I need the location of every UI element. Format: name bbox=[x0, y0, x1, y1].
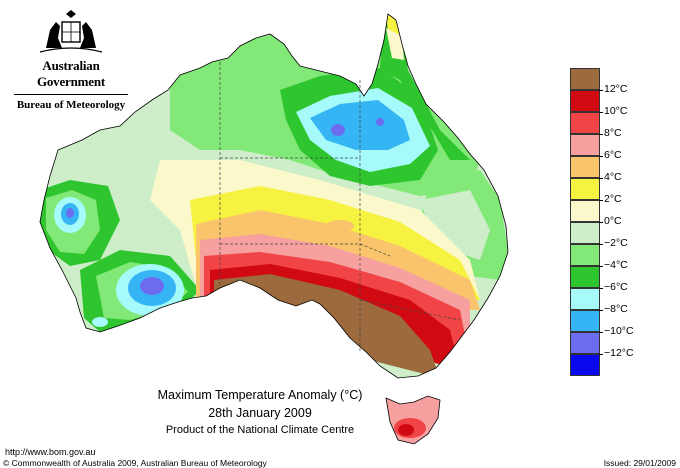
legend-label: −4°C bbox=[604, 259, 628, 271]
state-borders bbox=[219, 62, 461, 352]
legend-tick bbox=[599, 332, 603, 333]
legend-label: 12°C bbox=[604, 83, 628, 95]
legend-tick bbox=[599, 310, 603, 311]
legend-tick bbox=[599, 288, 603, 289]
legend-tick bbox=[599, 90, 603, 91]
legend-label: −8°C bbox=[604, 303, 628, 315]
mainland-coastline bbox=[39, 13, 509, 379]
legend-swatch bbox=[570, 90, 600, 112]
legend-swatch bbox=[570, 354, 600, 376]
legend-label: 0°C bbox=[604, 215, 622, 227]
legend-swatch bbox=[570, 134, 600, 156]
legend-swatch bbox=[570, 266, 600, 288]
legend-tick bbox=[599, 244, 603, 245]
legend-label: 6°C bbox=[604, 149, 622, 161]
legend-tick bbox=[599, 266, 603, 267]
legend-swatch bbox=[570, 178, 600, 200]
tasmania-coastline bbox=[385, 395, 441, 445]
coat-of-arms-icon bbox=[39, 10, 103, 53]
legend-swatch bbox=[570, 68, 600, 90]
legend-tick bbox=[599, 112, 603, 113]
legend-tick bbox=[599, 222, 603, 223]
legend-tick bbox=[599, 156, 603, 157]
legend-swatch bbox=[570, 222, 600, 244]
logo-divider bbox=[14, 94, 128, 95]
legend-swatch bbox=[570, 244, 600, 266]
legend-tick bbox=[599, 178, 603, 179]
legend-label: 10°C bbox=[604, 105, 628, 117]
legend-swatch bbox=[570, 156, 600, 178]
government-logo: Australian Government Bureau of Meteorol… bbox=[8, 8, 134, 111]
map-title: Maximum Temperature Anomaly (°C) bbox=[157, 388, 363, 402]
legend-tick bbox=[599, 200, 603, 201]
legend-swatch bbox=[570, 332, 600, 354]
bureau-name: Bureau of Meteorology bbox=[16, 99, 126, 111]
legend-label: −10°C bbox=[604, 325, 634, 337]
website-link[interactable]: http://www.bom.gov.au bbox=[5, 447, 96, 457]
issued-date: Issued: 29/01/2009 bbox=[603, 458, 676, 468]
legend-label: −2°C bbox=[604, 237, 628, 249]
legend-label: 4°C bbox=[604, 171, 622, 183]
map-date: 28th January 2009 bbox=[208, 406, 312, 420]
legend-swatch bbox=[570, 288, 600, 310]
legend-label: −12°C bbox=[604, 347, 634, 359]
legend-label: 2°C bbox=[604, 193, 622, 205]
legend-swatch bbox=[570, 200, 600, 222]
legend-tick bbox=[599, 354, 603, 355]
legend-swatch bbox=[570, 310, 600, 332]
legend-tick bbox=[599, 134, 603, 135]
legend-label: 8°C bbox=[604, 127, 622, 139]
copyright-notice: © Commonwealth of Australia 2009, Austra… bbox=[3, 458, 267, 468]
legend-label: −6°C bbox=[604, 281, 628, 293]
map-producer: Product of the National Climate Centre bbox=[165, 424, 355, 436]
legend-swatch bbox=[570, 112, 600, 134]
government-name: Australian Government bbox=[36, 58, 106, 89]
